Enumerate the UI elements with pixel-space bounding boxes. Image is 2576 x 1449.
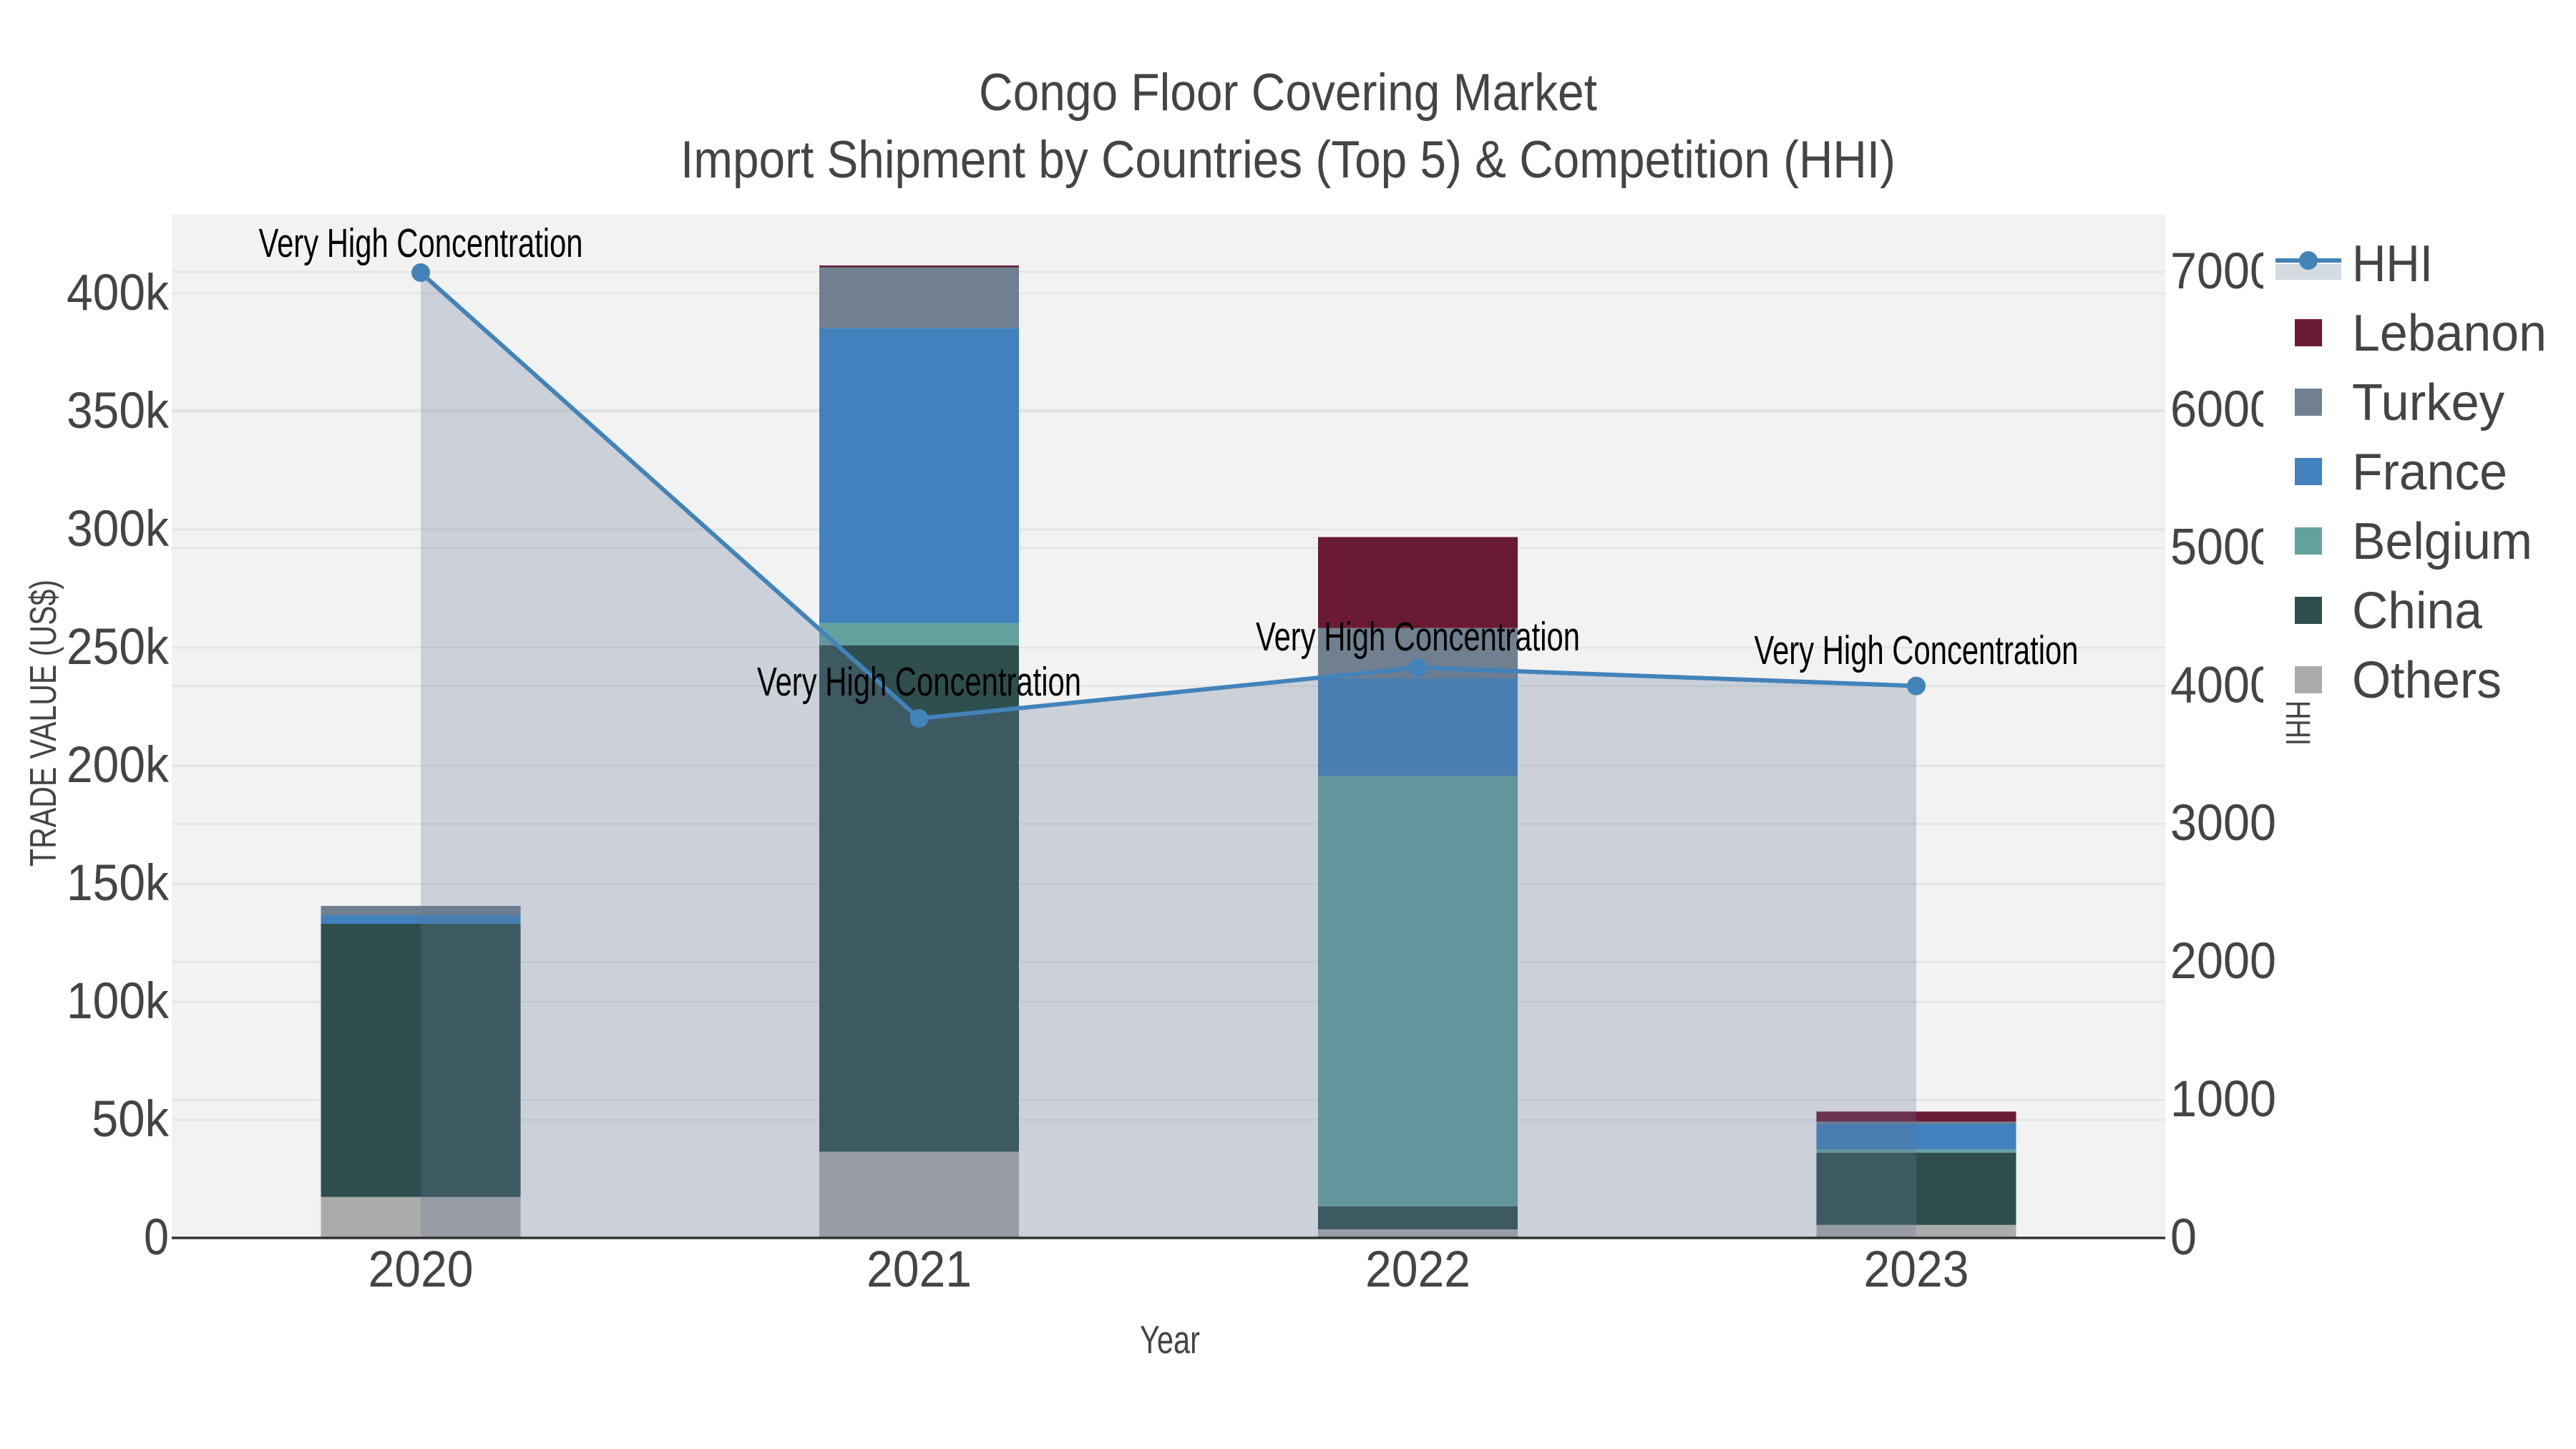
svg-text:0: 0 [144, 1209, 169, 1266]
svg-text:2021: 2021 [867, 1241, 972, 1298]
svg-text:2023: 2023 [1864, 1241, 1969, 1298]
svg-text:Very High Concentration: Very High Concentration [1256, 614, 1580, 660]
svg-text:2020: 2020 [369, 1241, 474, 1298]
svg-text:250k: 250k [67, 619, 169, 675]
svg-text:4000: 4000 [2170, 658, 2276, 714]
svg-text:Very High Concentration: Very High Concentration [1755, 628, 2079, 673]
svg-text:1000: 1000 [2170, 1071, 2276, 1128]
svg-text:100k: 100k [67, 973, 169, 1030]
svg-text:6000: 6000 [2170, 381, 2276, 438]
svg-text:Import Shipment by Countries (: Import Shipment by Countries (Top 5) & C… [680, 131, 1896, 189]
svg-text:400k: 400k [67, 265, 169, 321]
svg-text:3000: 3000 [2170, 795, 2276, 852]
svg-text:Belgium: Belgium [2352, 513, 2532, 570]
svg-text:China: China [2352, 582, 2483, 640]
svg-text:300k: 300k [67, 501, 169, 557]
svg-text:HHI: HHI [2278, 701, 2316, 746]
svg-text:2022: 2022 [1365, 1241, 1470, 1298]
svg-text:0: 0 [2170, 1209, 2197, 1266]
svg-text:Congo Floor Covering Market: Congo Floor Covering Market [979, 64, 1597, 122]
svg-text:France: France [2352, 444, 2507, 501]
svg-text:HHI: HHI [2352, 235, 2433, 293]
svg-text:350k: 350k [67, 383, 169, 439]
svg-text:Lebanon: Lebanon [2352, 305, 2547, 362]
svg-text:2000: 2000 [2170, 933, 2276, 990]
svg-text:5000: 5000 [2170, 519, 2276, 576]
svg-text:Very High Concentration: Very High Concentration [259, 220, 583, 266]
svg-text:Turkey: Turkey [2352, 374, 2504, 431]
svg-text:Others: Others [2352, 652, 2502, 709]
svg-text:150k: 150k [67, 855, 169, 912]
svg-text:TRADE VALUE (US$): TRADE VALUE (US$) [23, 580, 64, 867]
svg-text:200k: 200k [67, 737, 169, 794]
svg-text:Very High Concentration: Very High Concentration [757, 659, 1081, 705]
svg-text:7000: 7000 [2170, 243, 2276, 300]
svg-text:50k: 50k [92, 1091, 169, 1148]
svg-text:Year: Year [1140, 1317, 1200, 1362]
